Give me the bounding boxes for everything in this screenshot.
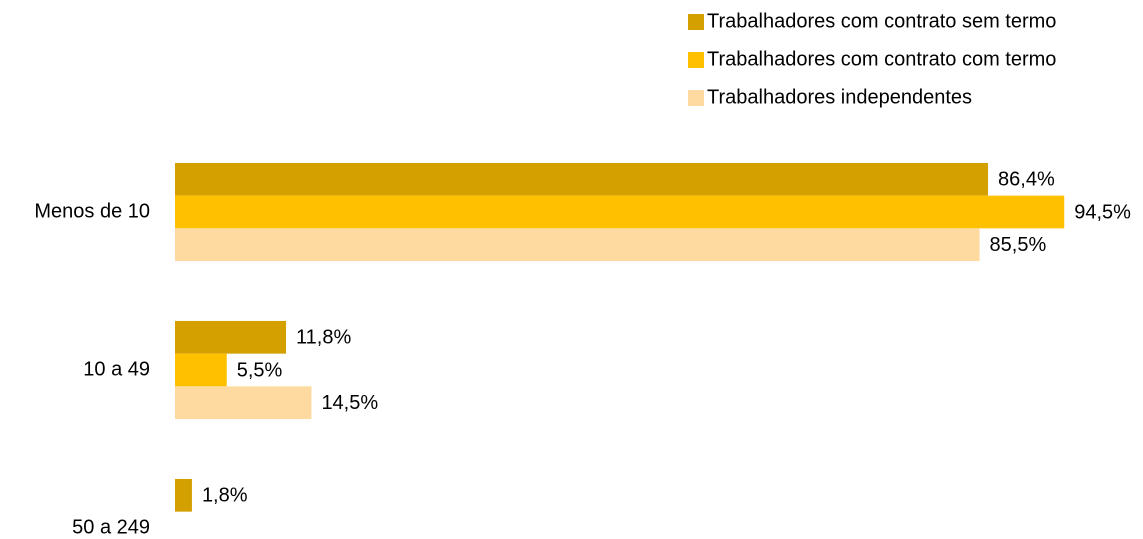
legend-label: Trabalhadores com contrato sem termo (707, 10, 1056, 32)
legend-swatch (688, 90, 704, 106)
data-label: 86,4% (998, 169, 1055, 191)
legend-swatch (688, 52, 704, 68)
bar (175, 320, 287, 354)
data-label: 85,5% (990, 234, 1047, 256)
y-tick-label: 50 a 249 (72, 516, 150, 538)
bar (175, 478, 192, 512)
legend-swatch (688, 14, 704, 30)
legend-label: Trabalhadores independentes (707, 86, 972, 108)
data-label: 94,5% (1074, 201, 1131, 223)
bar (175, 162, 989, 196)
bar (175, 195, 1065, 229)
data-label: 5,5% (237, 359, 283, 381)
data-label: 1,8% (202, 485, 248, 507)
y-tick-label: Menos de 10 (34, 200, 150, 222)
legend-label: Trabalhadores com contrato com termo (707, 48, 1056, 70)
data-label: 14,5% (321, 392, 378, 414)
bar (175, 353, 227, 387)
bar (175, 386, 312, 420)
y-tick-label: 10 a 49 (83, 358, 150, 380)
data-label: 11,8% (296, 327, 351, 349)
bar (175, 228, 980, 262)
